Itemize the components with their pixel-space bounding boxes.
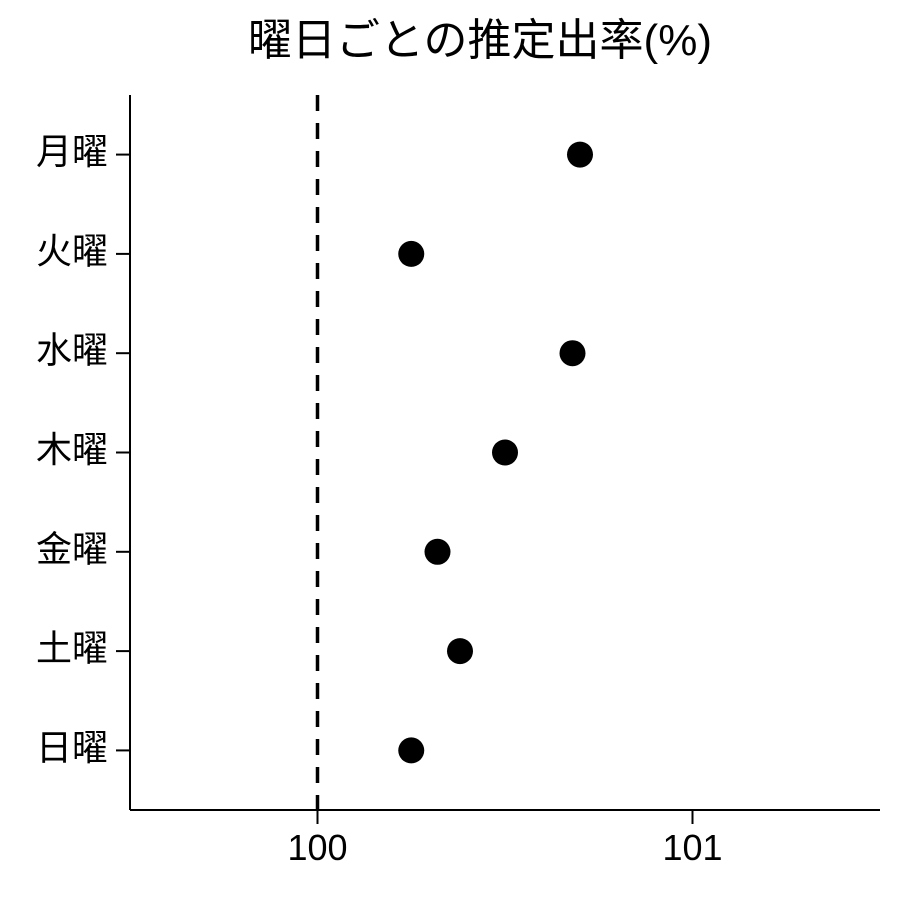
chart-background [0,0,900,900]
x-tick-label: 101 [662,827,722,868]
data-point [560,340,586,366]
y-tick-label: 火曜 [36,230,108,271]
y-tick-label: 日曜 [36,727,108,768]
dot-chart: 曜日ごとの推定出率(%) 100 101 月曜火曜水曜木曜金曜土曜日曜 [0,0,900,900]
y-tick-label: 月曜 [36,131,108,172]
data-point [425,539,451,565]
x-tick-label: 100 [287,827,347,868]
y-tick-label: 金曜 [36,528,108,569]
chart-title: 曜日ごとの推定出率(%) [248,16,712,65]
data-point [398,737,424,763]
y-tick-label: 木曜 [36,429,108,470]
data-point [447,638,473,664]
y-tick-label: 土曜 [36,628,108,669]
y-tick-label: 水曜 [36,330,108,371]
data-point [567,142,593,168]
data-point [492,440,518,466]
data-point [398,241,424,267]
